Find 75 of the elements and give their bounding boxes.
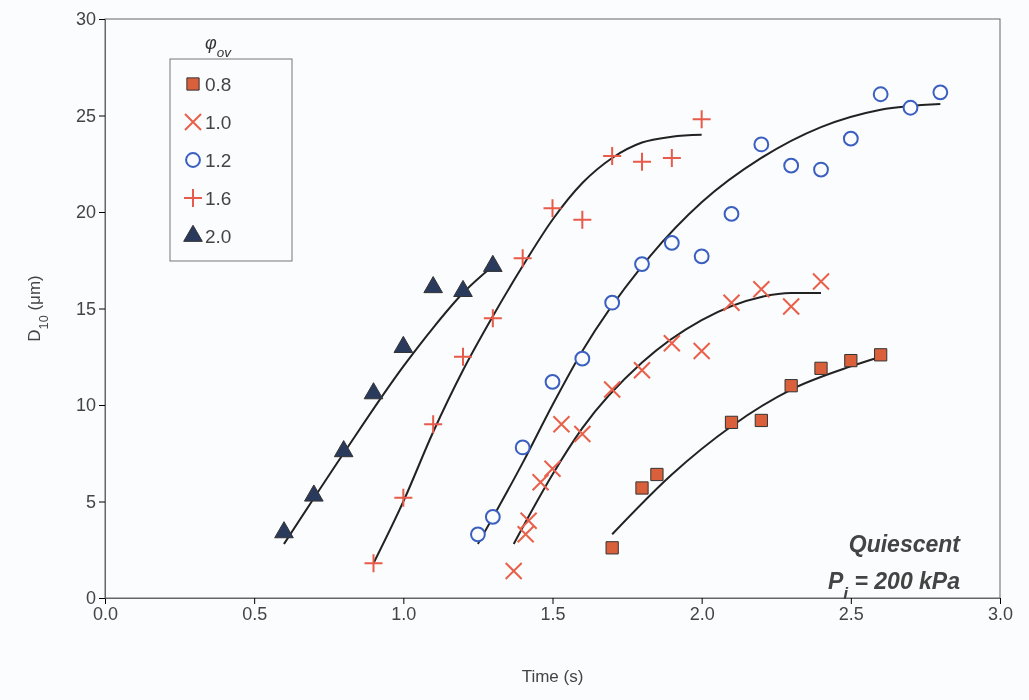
x-tick-label: 0.5 (242, 603, 268, 624)
point (484, 509, 501, 525)
point (844, 353, 858, 368)
point (519, 511, 538, 530)
legend-label: 1.0 (205, 112, 232, 133)
point (752, 280, 771, 299)
point (693, 248, 710, 265)
point (814, 361, 828, 375)
y-tick-label: 10 (75, 395, 96, 416)
point (842, 130, 859, 147)
point (603, 380, 622, 399)
legend-title: φ$_{ov}$ (205, 33, 233, 60)
legend-label: 0.8 (205, 74, 232, 95)
point (552, 415, 571, 434)
point (516, 525, 535, 544)
x-tick-label: 2.5 (838, 603, 864, 624)
point (634, 256, 650, 273)
point (932, 84, 949, 101)
point (393, 487, 414, 508)
point (812, 272, 830, 291)
point (453, 346, 473, 367)
y-tick-label: 25 (75, 105, 96, 126)
point (753, 136, 770, 153)
point (692, 341, 711, 360)
point (723, 206, 740, 222)
x-tick-label: 1.0 (391, 603, 417, 624)
point (813, 161, 829, 178)
x-tick-label: 3.0 (987, 603, 1014, 624)
point (874, 348, 888, 362)
point (482, 308, 503, 329)
x-tick-label: 1.5 (540, 603, 566, 624)
point (902, 99, 919, 116)
point (661, 147, 682, 168)
legend-label: 1.2 (205, 150, 232, 171)
point (470, 526, 486, 543)
annotation: P$_{i}$ = 200 kPa (827, 568, 961, 603)
point (691, 109, 712, 130)
point (724, 415, 739, 429)
point (531, 473, 550, 492)
y-tick-label: 5 (85, 491, 96, 512)
legend-label: 2.0 (205, 226, 232, 247)
point (544, 373, 561, 390)
point (633, 361, 651, 380)
point (782, 297, 801, 316)
x-axis-title: Time (s) (521, 667, 584, 686)
annotation: Quiescent (848, 531, 962, 557)
point (632, 151, 652, 172)
point (604, 294, 621, 311)
point (783, 157, 800, 174)
legend-label: 1.6 (205, 188, 232, 209)
y-tick-label: 15 (75, 298, 96, 319)
point (574, 350, 591, 367)
point (514, 439, 531, 456)
point (572, 209, 593, 230)
y-tick-label: 20 (75, 202, 96, 223)
point (635, 481, 649, 495)
point (542, 198, 563, 219)
x-tick-label: 2.0 (689, 603, 715, 624)
point (784, 379, 798, 393)
point (423, 414, 444, 435)
point (573, 424, 592, 443)
point (754, 413, 768, 428)
point (663, 234, 680, 251)
point (650, 467, 664, 482)
point (602, 146, 623, 167)
point (504, 561, 523, 580)
y-tick-label: 30 (75, 9, 96, 30)
point (512, 248, 533, 269)
point (722, 293, 741, 312)
point (662, 334, 681, 353)
point (872, 86, 889, 103)
point (363, 553, 384, 574)
line-series (512, 292, 822, 545)
point (543, 459, 562, 478)
point (605, 541, 619, 555)
